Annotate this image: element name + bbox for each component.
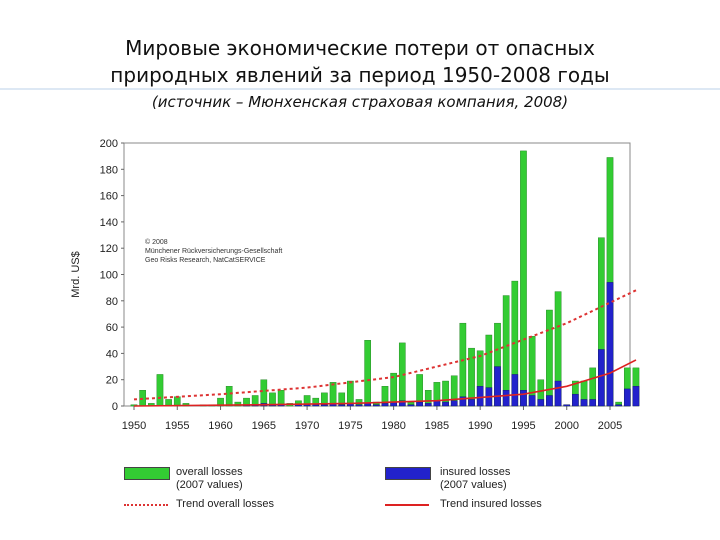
y-tick-label: 60 bbox=[106, 322, 118, 334]
x-tick-label: 1980 bbox=[381, 420, 405, 432]
y-axis-label: Mrd. US$ bbox=[70, 251, 82, 297]
legend-insured-swatch bbox=[385, 467, 431, 480]
bar-overall bbox=[364, 340, 371, 407]
trend-overall-line bbox=[133, 289, 637, 401]
bar-insured bbox=[494, 366, 501, 407]
bar-insured bbox=[589, 399, 597, 407]
x-tick-label: 2000 bbox=[554, 420, 578, 432]
bar-insured bbox=[424, 403, 432, 407]
bar-insured bbox=[442, 401, 449, 407]
page-title-line2: природных явлений за период 1950-2008 го… bbox=[110, 63, 610, 87]
legend-overall-label: overall losses bbox=[176, 466, 243, 478]
y-tick-label: 180 bbox=[100, 164, 118, 176]
bar-insured bbox=[520, 390, 527, 407]
bar-insured bbox=[459, 396, 467, 407]
header-divider bbox=[0, 88, 720, 90]
bar-overall bbox=[217, 397, 224, 407]
bar-insured bbox=[450, 400, 458, 407]
bar-insured bbox=[554, 380, 562, 407]
bar-overall bbox=[520, 150, 527, 407]
copyright-line: Geo Risks Research, NatCatSERVICE bbox=[145, 257, 266, 264]
bar-insured bbox=[364, 403, 371, 407]
copyright-line: © 2008 bbox=[145, 238, 168, 246]
bar-overall bbox=[173, 396, 181, 407]
bar-overall bbox=[156, 374, 164, 407]
x-tick-label: 1955 bbox=[165, 420, 189, 432]
y-tick-label: 100 bbox=[100, 270, 118, 282]
legend-trend-overall-line bbox=[124, 504, 168, 506]
y-tick-label: 40 bbox=[106, 348, 118, 360]
legend-trend-insured-label: Trend insured losses bbox=[440, 498, 542, 510]
bar-insured bbox=[615, 404, 622, 407]
bar-insured bbox=[572, 393, 579, 407]
bar-insured bbox=[355, 404, 363, 407]
bar-insured bbox=[338, 404, 346, 407]
bar-insured bbox=[580, 399, 588, 407]
bar-overall bbox=[347, 380, 354, 407]
bar-overall bbox=[546, 309, 553, 407]
bar-insured bbox=[373, 404, 380, 407]
page-subtitle: (источник – Мюнхенская страховая компани… bbox=[151, 93, 569, 111]
bar-overall bbox=[260, 379, 268, 407]
bar-insured bbox=[511, 374, 519, 407]
y-tick-label: 160 bbox=[100, 191, 118, 203]
legend-trend-insured-line bbox=[385, 504, 429, 506]
legend-insured-label: insured losses bbox=[440, 466, 511, 478]
bar-insured bbox=[476, 386, 484, 407]
bar-overall bbox=[502, 295, 510, 407]
trend-insured-line bbox=[133, 359, 637, 407]
x-tick-label: 1970 bbox=[295, 420, 319, 432]
bar-insured bbox=[537, 399, 545, 407]
y-tick-label: 200 bbox=[100, 138, 118, 150]
bar-overall bbox=[234, 401, 242, 407]
y-tick-label: 0 bbox=[112, 401, 118, 413]
bar-insured bbox=[598, 349, 605, 407]
bar-insured bbox=[623, 388, 631, 407]
x-tick-label: 1965 bbox=[252, 420, 276, 432]
bar-insured bbox=[398, 400, 406, 407]
legend-insured-sub: (2007 values) bbox=[440, 479, 507, 491]
bar-insured bbox=[606, 282, 614, 407]
y-tick-label: 120 bbox=[100, 243, 118, 255]
x-tick-label: 1985 bbox=[425, 420, 449, 432]
bar-overall bbox=[459, 322, 467, 407]
bar-insured bbox=[468, 399, 475, 407]
y-tick-label: 20 bbox=[106, 375, 118, 387]
bar-insured bbox=[528, 395, 536, 407]
bar-insured bbox=[563, 404, 571, 407]
y-tick-label: 80 bbox=[106, 296, 118, 308]
bar-insured bbox=[321, 404, 328, 407]
x-tick-label: 1990 bbox=[468, 420, 492, 432]
x-tick-label: 1950 bbox=[122, 420, 146, 432]
y-tick-label: 140 bbox=[100, 217, 118, 229]
bar-insured bbox=[632, 386, 640, 407]
legend-overall-swatch bbox=[124, 467, 170, 480]
bar-overall bbox=[225, 386, 233, 407]
bar-insured bbox=[312, 404, 320, 407]
bar-insured bbox=[546, 395, 553, 407]
x-tick-label: 1960 bbox=[208, 420, 232, 432]
bar-insured bbox=[416, 401, 423, 407]
bar-insured bbox=[381, 403, 389, 407]
legend-overall-sub: (2007 values) bbox=[176, 479, 243, 491]
bar-overall bbox=[329, 382, 337, 407]
x-tick-label: 2005 bbox=[598, 420, 622, 432]
bar-insured bbox=[502, 390, 510, 407]
copyright-line: Münchener Rückversicherungs-Gesellschaft bbox=[145, 248, 282, 255]
legend-trend-overall-label: Trend overall losses bbox=[176, 498, 275, 510]
x-tick-label: 1995 bbox=[511, 420, 535, 432]
bar-insured bbox=[407, 404, 415, 407]
page-title-line1: Мировые экономические потери от опасных bbox=[125, 36, 595, 60]
x-tick-label: 1975 bbox=[338, 420, 362, 432]
plot-area bbox=[123, 142, 631, 407]
